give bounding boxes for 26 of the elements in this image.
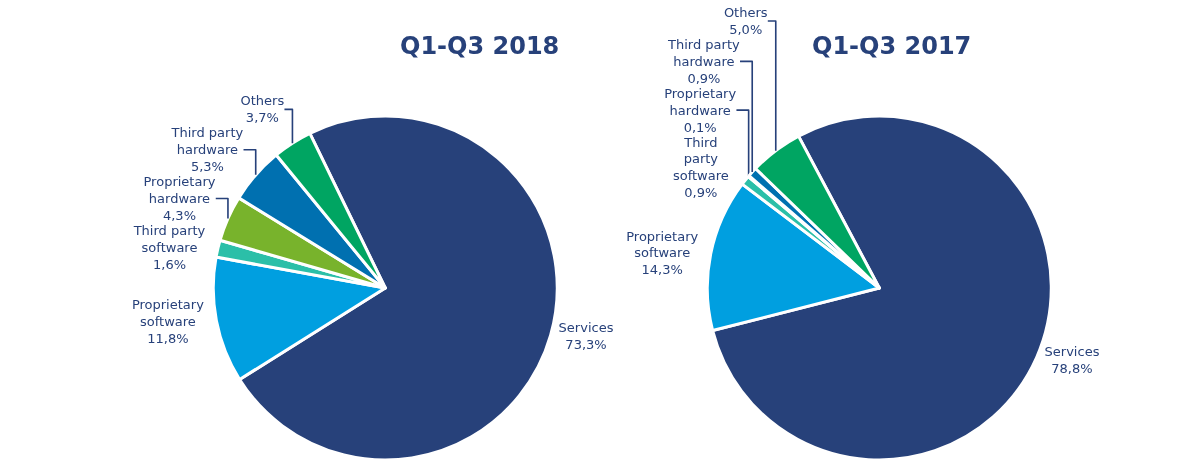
data-label: 5,3%	[190, 159, 224, 175]
slice-label: Services	[1044, 344, 1100, 360]
data-label: 5,0%	[729, 21, 763, 37]
slice-label: Others	[240, 93, 285, 109]
slice-label: Proprietary software	[131, 296, 205, 329]
data-label: 0,9%	[684, 185, 718, 201]
text: Q1-Q3 2017	[812, 32, 972, 60]
chart-title: Q1-Q3 2018	[400, 32, 560, 60]
data-label: 0,1%	[683, 119, 717, 135]
data-label: 4,3%	[162, 207, 196, 223]
slice-label: Third party hardware	[667, 36, 741, 69]
slice-label: Proprietary hardware	[664, 85, 737, 118]
data-label: 11,8%	[147, 330, 189, 346]
data-label: 3,7%	[245, 110, 279, 126]
data-label: 78,8%	[1051, 361, 1093, 377]
slice-label: Third party hardware	[170, 125, 244, 158]
data-label: 73,3%	[565, 337, 607, 353]
data-label: 14,3%	[641, 262, 683, 278]
data-label: 0,9%	[687, 70, 721, 86]
slice-label: Third party software	[132, 222, 206, 255]
slice-label: Third party software	[672, 134, 729, 184]
slice-label: Proprietary hardware	[143, 174, 216, 207]
data-label: 1,6%	[152, 256, 187, 272]
slice-label: Services	[558, 320, 614, 336]
slice-label: Others	[723, 5, 768, 21]
slice-label: Proprietary software	[626, 228, 699, 261]
